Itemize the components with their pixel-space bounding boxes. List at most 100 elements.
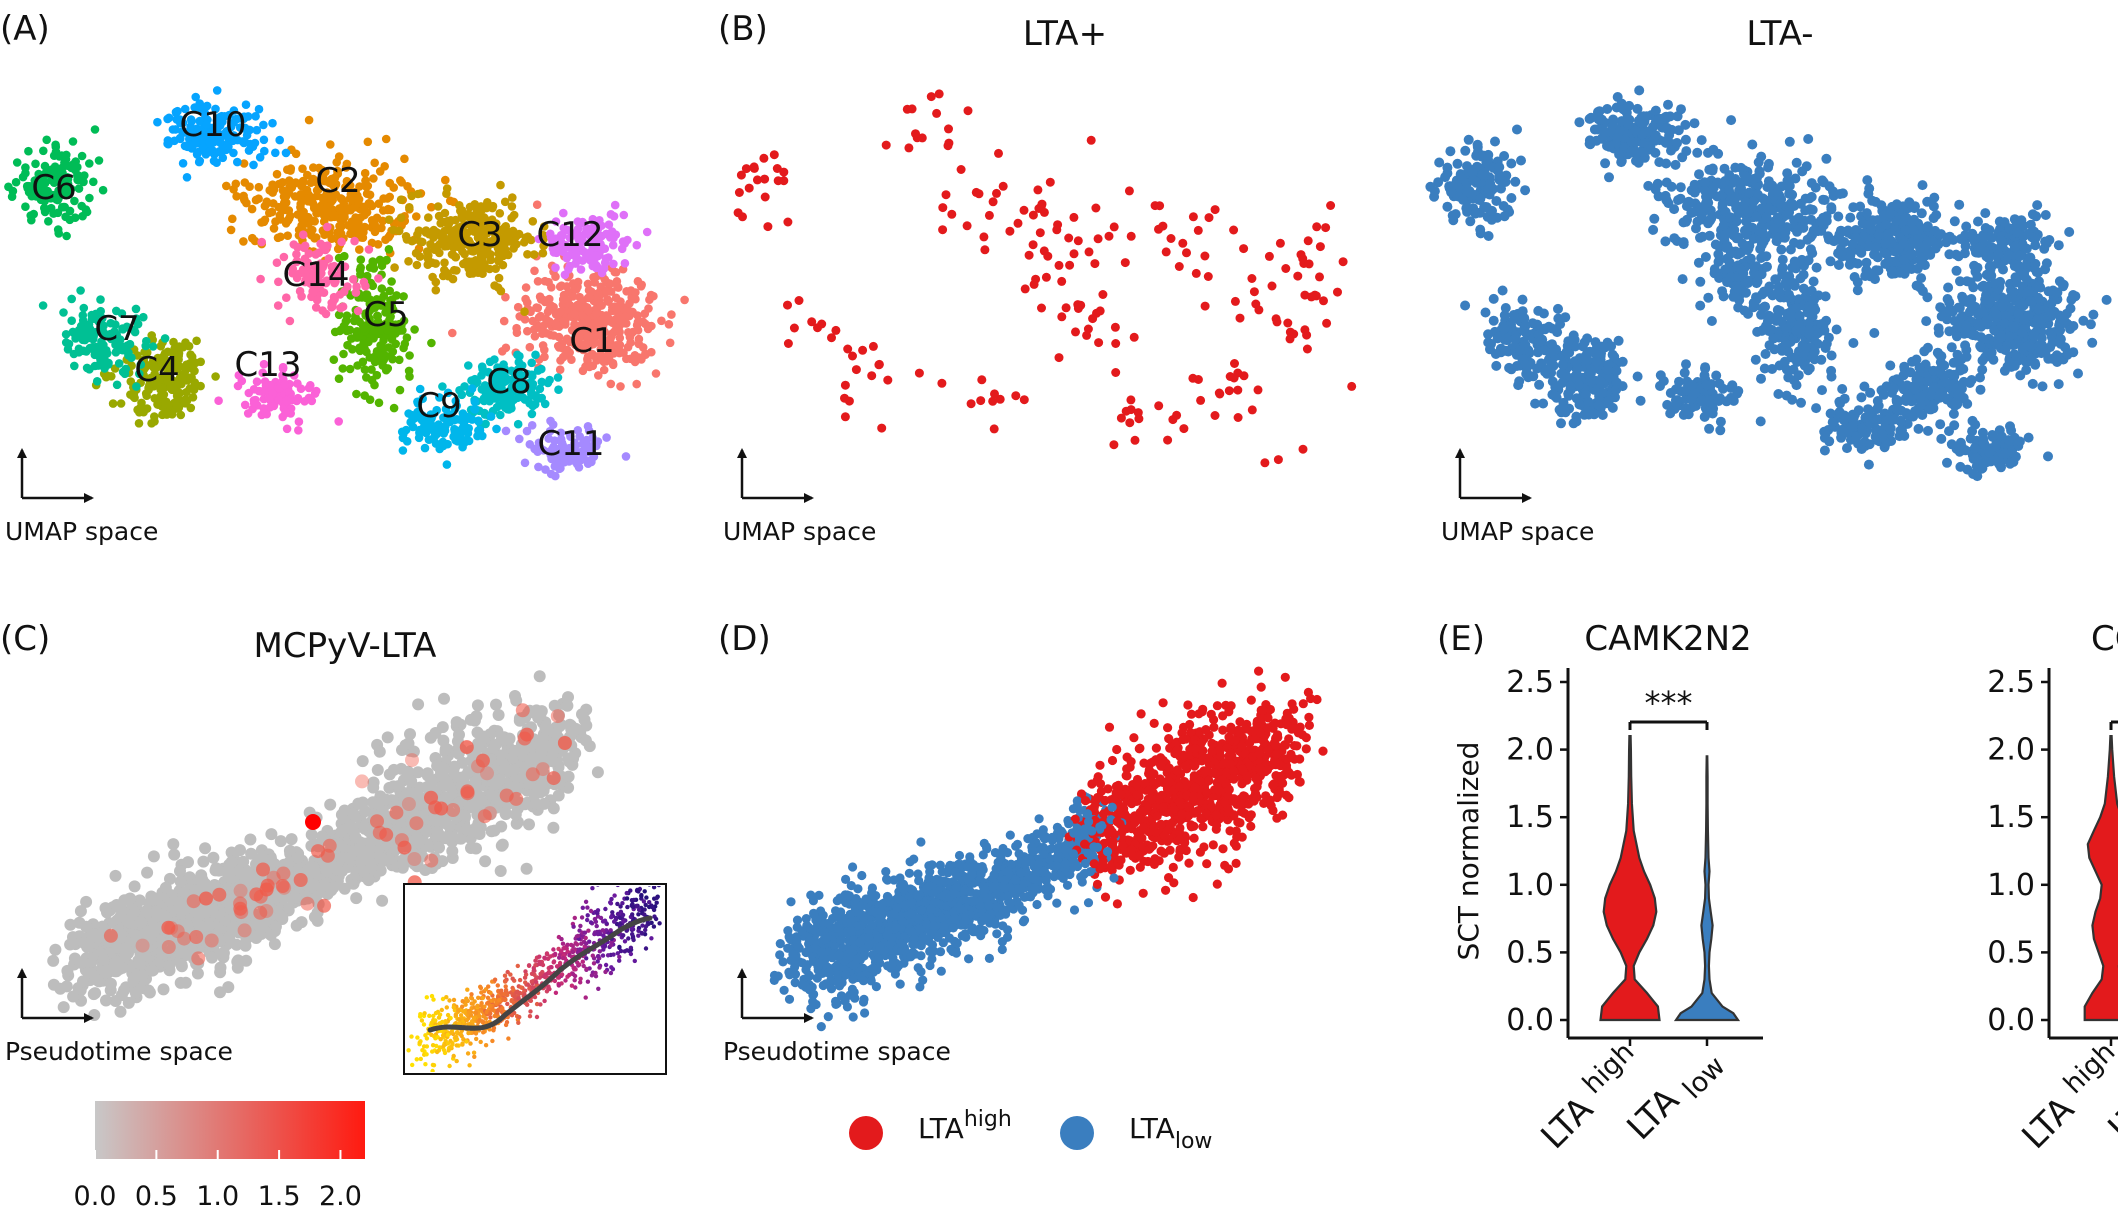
umap-point-c1 bbox=[533, 277, 543, 286]
umap-point-c8 bbox=[531, 350, 540, 360]
lta-plus-point bbox=[1134, 414, 1144, 424]
lta-plus-point bbox=[1174, 262, 1184, 271]
umap-point-c2 bbox=[284, 214, 294, 223]
lta-plus-point bbox=[1338, 257, 1348, 267]
lta-minus-point bbox=[1604, 141, 1615, 152]
umap-point-c2 bbox=[400, 154, 409, 164]
umap-point-c11 bbox=[546, 469, 556, 479]
lta-plus-point bbox=[1098, 290, 1108, 299]
lta-plus-point bbox=[1104, 231, 1114, 241]
umap-point-c4 bbox=[108, 399, 118, 408]
lta-minus-point bbox=[1520, 185, 1531, 196]
lta-minus-point bbox=[1604, 172, 1614, 183]
umap-point-c5 bbox=[329, 355, 339, 365]
lta-minus-point bbox=[1553, 303, 1563, 314]
umap-point-c2 bbox=[247, 204, 257, 214]
umap-point-c3 bbox=[500, 197, 510, 207]
lta-plus-point bbox=[1019, 205, 1029, 215]
umap-point-c1 bbox=[578, 345, 588, 355]
umap-point-c1 bbox=[530, 266, 539, 276]
panel-label-a: (A) bbox=[0, 9, 50, 49]
lta-plus-point bbox=[851, 365, 861, 375]
lta-minus-point bbox=[1609, 351, 1620, 362]
lta-minus-point bbox=[1768, 223, 1779, 234]
umap-point-c1 bbox=[665, 338, 675, 348]
lta-minus-point bbox=[2030, 359, 2041, 370]
lta-minus-point bbox=[1881, 249, 1892, 260]
lta-minus-point bbox=[1954, 446, 1965, 457]
umap-point-c4 bbox=[211, 372, 220, 381]
lta-minus-point bbox=[1826, 365, 1837, 376]
lta-minus-point bbox=[1951, 265, 1962, 276]
umap-point-c7 bbox=[78, 335, 88, 345]
lta-minus-point bbox=[1928, 201, 1939, 212]
lta-minus-point bbox=[1909, 203, 1920, 214]
lta-plus-point bbox=[1161, 247, 1171, 257]
umap-point-c3 bbox=[459, 259, 468, 269]
umap-point-c7 bbox=[142, 336, 151, 346]
lta-minus-point bbox=[1735, 184, 1746, 195]
umap-point-c11 bbox=[525, 440, 535, 449]
lta-plus-point bbox=[749, 162, 759, 172]
lta-minus-point bbox=[1794, 212, 1804, 223]
umap-point-c2 bbox=[254, 182, 264, 192]
lta-minus-point bbox=[2017, 300, 2028, 311]
lta-minus-point bbox=[1803, 365, 1814, 376]
panel-label-b: (B) bbox=[718, 9, 768, 49]
lta-plus-point bbox=[1034, 204, 1044, 213]
lta-minus-point bbox=[1895, 267, 1906, 278]
umap-point-c1 bbox=[546, 301, 556, 310]
umap-point-c3 bbox=[396, 213, 406, 222]
umap-point-c7 bbox=[76, 286, 85, 295]
umap-point-c9 bbox=[486, 412, 496, 421]
lta-plus-point bbox=[1172, 410, 1182, 420]
umap-point-c14 bbox=[311, 303, 321, 312]
umap-point-c2 bbox=[302, 185, 312, 195]
umap-point-c12 bbox=[571, 259, 580, 268]
lta-minus-point bbox=[1775, 198, 1786, 209]
umap-point-c6 bbox=[78, 211, 87, 221]
lta-plus-point bbox=[772, 164, 782, 173]
umap-point-c8 bbox=[496, 410, 505, 420]
lta-minus-point bbox=[1942, 294, 1953, 304]
umap-point-c3 bbox=[396, 195, 406, 204]
lta-minus-point bbox=[2040, 210, 2051, 220]
umap-point-c13 bbox=[214, 396, 223, 406]
lta-minus-point bbox=[1747, 139, 1758, 150]
umap-point-c1 bbox=[651, 369, 661, 378]
lta-minus-points bbox=[1425, 85, 2112, 482]
lta-minus-point bbox=[1960, 340, 1971, 351]
umap-point-c14 bbox=[323, 222, 332, 232]
umap-point-c2 bbox=[333, 169, 343, 178]
lta-plus-point bbox=[1229, 225, 1239, 235]
lta-minus-point bbox=[1900, 225, 1911, 236]
lta-minus-point bbox=[2052, 287, 2063, 298]
umap-point-c14 bbox=[328, 298, 337, 308]
lta-minus-point bbox=[1872, 404, 1883, 414]
umap-point-c12 bbox=[609, 212, 619, 221]
lta-plus-point bbox=[966, 399, 976, 409]
umap-point-c2 bbox=[268, 180, 277, 189]
umap-point-c10 bbox=[229, 148, 238, 158]
lta-minus-point bbox=[1591, 356, 1602, 367]
lta-minus-point bbox=[1574, 380, 1585, 390]
lta-minus-point bbox=[1680, 119, 1691, 130]
lta-minus-point bbox=[1911, 374, 1922, 384]
umap-point-c2 bbox=[269, 224, 279, 233]
lta-minus-point bbox=[1583, 396, 1594, 407]
umap-point-c12 bbox=[618, 237, 628, 246]
umap-point-c8 bbox=[530, 400, 540, 409]
umap-point-c13 bbox=[282, 396, 292, 406]
lta-minus-point bbox=[1935, 364, 1945, 375]
lta-plus-point bbox=[904, 143, 914, 153]
umap-point-c2 bbox=[251, 195, 261, 205]
lta-minus-point bbox=[1944, 249, 1955, 260]
lta-minus-point bbox=[1689, 118, 1700, 129]
umap-point-c1 bbox=[589, 273, 598, 282]
umap-point-c1 bbox=[608, 360, 618, 370]
lta-minus-point bbox=[1971, 452, 1981, 463]
umap-point-c2 bbox=[369, 174, 378, 183]
lta-minus-point bbox=[1595, 376, 1606, 387]
lta-minus-point bbox=[1805, 244, 1816, 255]
lta-plus-point bbox=[941, 190, 951, 200]
